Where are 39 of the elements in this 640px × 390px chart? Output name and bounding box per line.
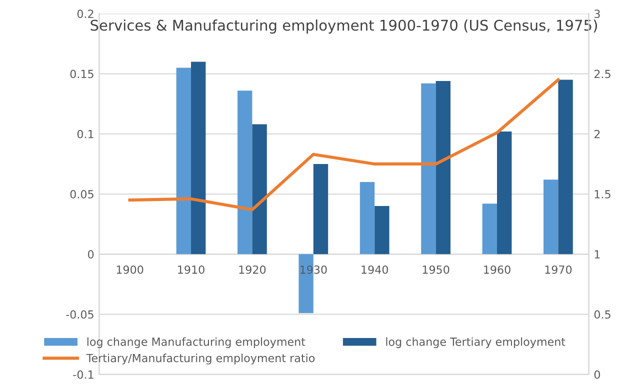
x-tick-label: 1940 xyxy=(362,265,388,274)
bar xyxy=(421,83,436,254)
y-tick-label: 0 xyxy=(88,250,94,259)
y2-tick-label: 0.5 xyxy=(594,310,610,319)
y2-tick-label: 2.5 xyxy=(594,70,610,78)
bar xyxy=(482,204,497,254)
bar xyxy=(252,124,267,254)
y2-tick-label: 1 xyxy=(594,250,600,258)
bar xyxy=(360,182,375,254)
bar xyxy=(191,62,206,254)
y-tick-label: 0.2 xyxy=(77,10,94,18)
legend-label: log change Manufacturing employment xyxy=(87,337,306,348)
bar xyxy=(238,90,252,254)
y2-tick-label: 3 xyxy=(594,10,600,18)
y-tick-label: -0.05 xyxy=(66,310,94,319)
x-tick-label: 1900 xyxy=(116,265,144,274)
bar xyxy=(544,180,558,254)
y-tick-label: -0.1 xyxy=(73,370,94,379)
x-tick-label: 1950 xyxy=(422,265,450,274)
bar xyxy=(436,80,450,254)
y2-tick-label: 1.5 xyxy=(594,190,610,198)
y2-tick-label: 0 xyxy=(594,370,600,379)
line-series xyxy=(128,78,560,212)
bar xyxy=(497,131,512,254)
bar xyxy=(313,164,328,254)
x-tick-label: 1910 xyxy=(178,265,204,274)
y-tick-label: 0.05 xyxy=(70,190,94,198)
y2-tick-label: 2 xyxy=(594,130,600,138)
x-tick-label: 1960 xyxy=(484,265,510,274)
bar xyxy=(374,206,390,254)
y-tick-label: 0.1 xyxy=(77,130,94,138)
bar xyxy=(176,68,191,254)
x-tick-label: 1920 xyxy=(239,265,266,274)
legend-label: log change Tertiary employment xyxy=(386,337,566,348)
y-tick-label: 0.15 xyxy=(70,70,94,78)
x-tick-label: 1970 xyxy=(545,265,572,274)
legend-label: Tertiary/Manufacturing employment ratio xyxy=(86,354,315,364)
chart-title: Services & Manufacturing employment 1900-1970 (US Census, 1975) xyxy=(90,19,597,34)
bar xyxy=(558,80,573,254)
